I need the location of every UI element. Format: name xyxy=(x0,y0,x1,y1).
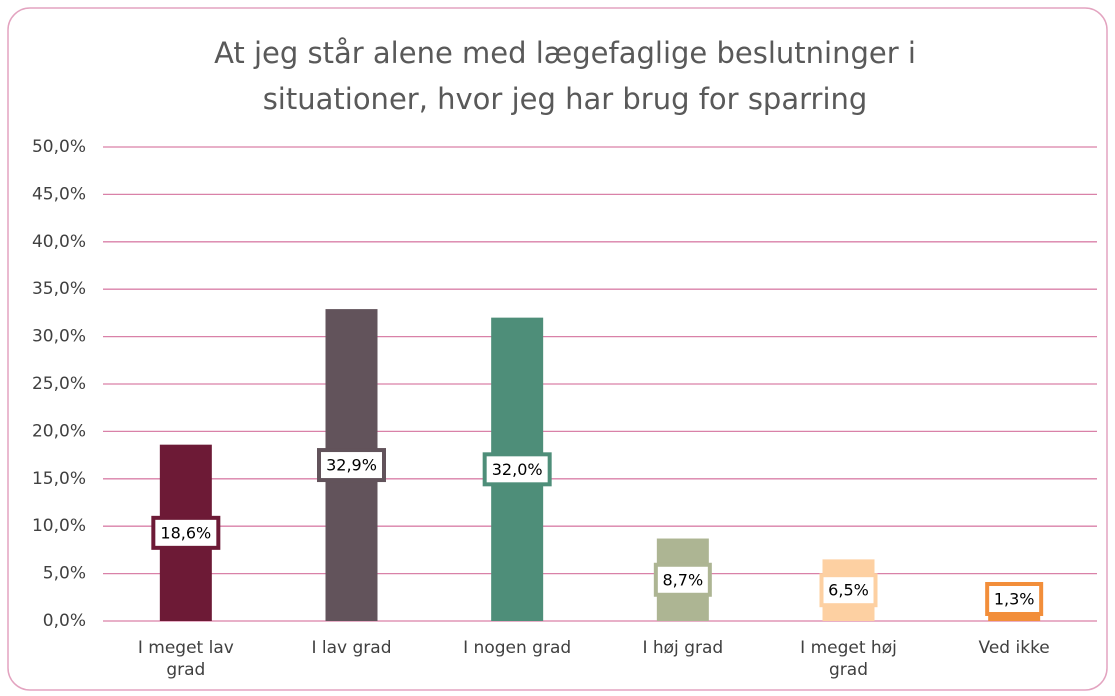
y-tick-label: 5,0% xyxy=(43,564,86,584)
data-label: 1,3% xyxy=(994,590,1035,609)
y-tick-label: 10,0% xyxy=(32,516,86,536)
y-tick-label: 45,0% xyxy=(32,184,86,204)
data-label-box xyxy=(317,448,386,483)
data-label-box xyxy=(482,452,552,487)
x-tick-label: I nogen grad xyxy=(463,638,572,658)
data-label-box xyxy=(653,562,712,597)
data-label: 8,7% xyxy=(663,570,704,589)
y-tick-label: 0,0% xyxy=(43,611,86,631)
data-label-box xyxy=(819,573,878,608)
y-tick-label: 20,0% xyxy=(32,421,86,441)
border xyxy=(7,7,1108,691)
x-tick-label: I meget lav grad xyxy=(137,638,234,680)
y-tick-label: 40,0% xyxy=(32,232,86,252)
x-tick-label: I meget høj grad xyxy=(800,638,897,680)
y-tick-label: 30,0% xyxy=(32,327,86,347)
data-label: 6,5% xyxy=(828,581,869,600)
data-label: 32,9% xyxy=(326,456,377,475)
data-label-box xyxy=(151,515,221,550)
chart-title: At jeg står alene med lægefaglige beslut… xyxy=(214,36,916,116)
y-tick-label: 15,0% xyxy=(32,469,86,489)
x-tick-label: Ved ikke xyxy=(978,638,1050,658)
y-tick-label: 50,0% xyxy=(32,137,86,157)
data-label-box xyxy=(985,582,1044,616)
y-tick-label: 35,0% xyxy=(32,279,86,299)
data-label: 18,6% xyxy=(160,523,211,542)
x-tick-label: I lav grad xyxy=(311,638,392,658)
y-tick-label: 25,0% xyxy=(32,374,86,394)
data-label: 32,0% xyxy=(492,460,543,479)
x-tick-label: I høj grad xyxy=(642,638,724,658)
